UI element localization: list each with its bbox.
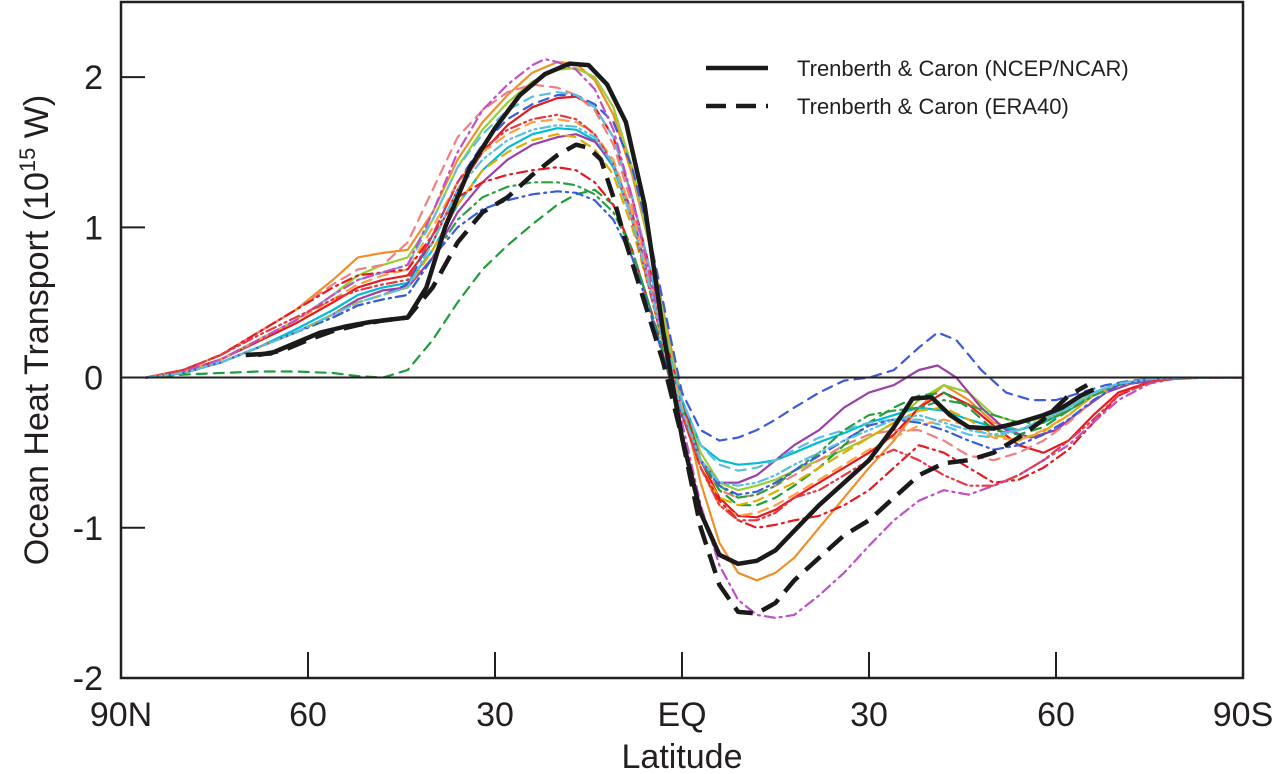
x-tick-label: 90N	[90, 696, 152, 734]
y-axis-label: Ocean Heat Transport (1015 W)	[15, 95, 56, 565]
axes-layer: 90N 60 30 EQ 30 60 90S -2 -1 0 1 2 Latitude Ocean Hea…	[15, 0, 1274, 774]
x-tick-label: 60	[289, 696, 327, 734]
model-series-line-13	[144, 58, 1245, 619]
era40-series-line	[257, 142, 1089, 616]
plot-frame	[119, 0, 1245, 680]
legend-label-era40: Trenberth & Caron (ERA40)	[797, 94, 1069, 119]
x-tick-label: EQ	[657, 696, 706, 734]
y-axis-label-main: Ocean Heat Transport (10	[18, 172, 56, 565]
x-axis-label: Latitude	[622, 738, 743, 774]
legend-label-ncep-ncar: Trenberth & Caron (NCEP/NCAR)	[797, 56, 1129, 81]
x-tick-label: 30	[850, 696, 888, 734]
y-axis-label-unit: W)	[18, 95, 56, 148]
reference-series-layer	[245, 61, 1095, 616]
model-series-line-15	[144, 190, 1245, 496]
y-tick-label: 2	[84, 59, 103, 97]
x-tick-label: 30	[476, 696, 514, 734]
legend: Trenberth & Caron (NCEP/NCAR) Trenberth &…	[706, 56, 1129, 119]
model-series-line-16	[144, 113, 1245, 522]
x-tick-label: 60	[1037, 696, 1075, 734]
model-series-line-2	[144, 67, 1245, 492]
y-tick-label: -1	[73, 510, 103, 548]
y-tick-label: 1	[84, 209, 103, 247]
y-tick-label: -2	[73, 660, 103, 698]
y-axis-label-exponent: 15	[15, 148, 40, 172]
ncep-ncar-series-line	[245, 61, 1095, 567]
y-tick-label: 0	[84, 360, 103, 398]
x-tick-label: 90S	[1213, 696, 1274, 734]
